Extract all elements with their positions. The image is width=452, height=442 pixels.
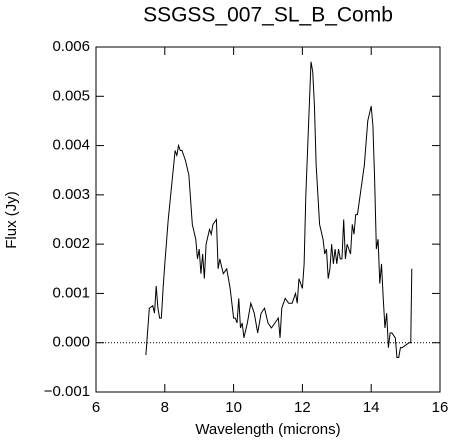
x-axis-label: Wavelength (microns) [195, 421, 340, 438]
y-tick-label: 0.005 [52, 87, 90, 104]
y-axis-label: Flux (Jy) [3, 191, 20, 249]
x-tick-label: 6 [92, 399, 100, 416]
x-tick-label: 12 [294, 399, 311, 416]
y-tick-label: 0.006 [52, 38, 90, 55]
chart-title: SSGSS_007_SL_B_Comb [143, 4, 393, 27]
x-tick-label: 8 [161, 399, 169, 416]
x-tick-label: 14 [363, 399, 380, 416]
y-tick-label: 0.000 [52, 334, 90, 351]
y-tick-label: 0.003 [52, 186, 90, 203]
y-tick-label: 0.002 [52, 235, 90, 252]
y-tick-label: −0.001 [44, 383, 90, 400]
x-tick-label: 16 [432, 399, 449, 416]
y-tick-label: 0.004 [52, 137, 90, 154]
data-line [145, 61, 413, 358]
x-tick-label: 10 [225, 399, 242, 416]
y-tick-label: 0.001 [52, 284, 90, 301]
plot-frame [95, 46, 441, 393]
